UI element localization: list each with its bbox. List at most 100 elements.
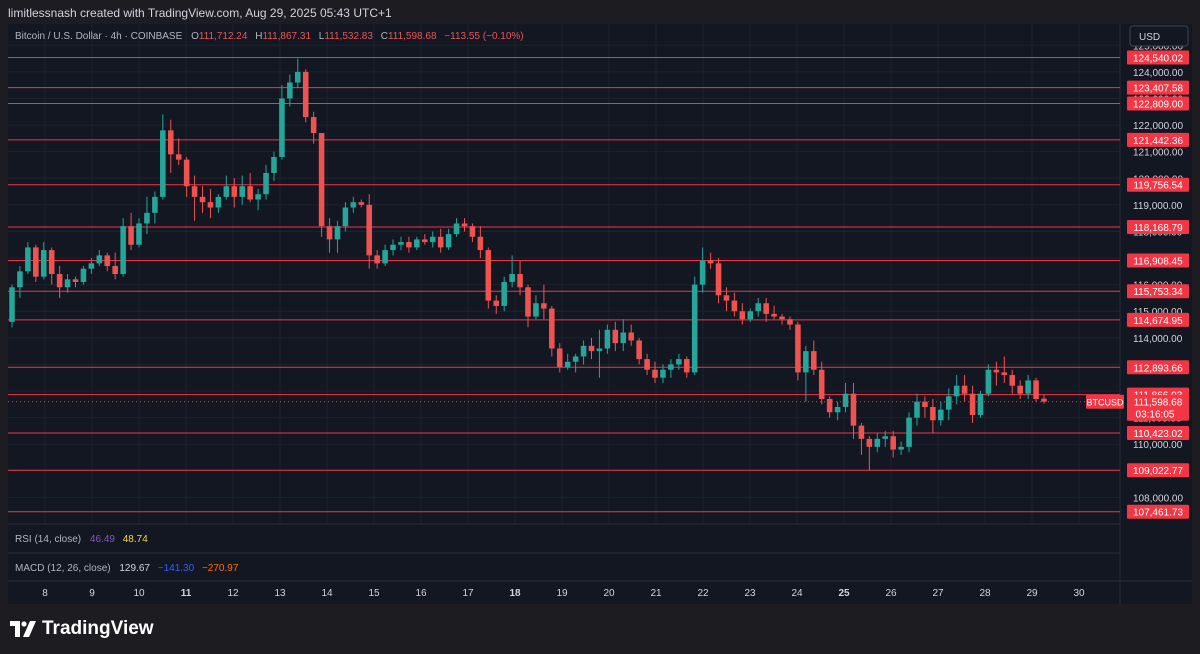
candle xyxy=(215,194,222,213)
candle-body xyxy=(9,287,15,322)
candle xyxy=(850,383,857,439)
candle xyxy=(596,329,603,378)
candle xyxy=(723,287,730,312)
candle xyxy=(88,258,95,274)
candle xyxy=(890,430,896,458)
candle xyxy=(1017,380,1023,399)
price-tick-label: 122,000.00 xyxy=(1133,121,1183,132)
candle-body xyxy=(342,207,349,227)
candle-body xyxy=(112,266,118,274)
candle xyxy=(334,220,341,253)
candle-body xyxy=(572,356,579,362)
level-label-bg xyxy=(1127,284,1189,299)
level-label-bg xyxy=(1127,253,1189,268)
candle-body xyxy=(80,268,87,282)
rsi-label: RSI (14, close) xyxy=(15,534,81,545)
rsi-legend[interactable]: RSI (14, close) 46.49 48.74 xyxy=(15,534,148,545)
level-label-bg xyxy=(1127,360,1189,375)
candle-body xyxy=(787,319,793,325)
candle-body xyxy=(183,159,190,187)
candle-body xyxy=(850,393,857,426)
candle xyxy=(953,375,960,405)
candle-body xyxy=(834,406,841,413)
candle xyxy=(271,151,277,181)
level-label-bg xyxy=(1127,132,1189,147)
candle-body xyxy=(56,274,63,288)
candle-body xyxy=(104,255,111,267)
candle xyxy=(501,276,507,312)
candle xyxy=(906,412,912,453)
price-tick-label: 110,000.00 xyxy=(1133,440,1183,451)
candle xyxy=(72,276,79,288)
candle-body xyxy=(930,406,936,421)
candle xyxy=(437,228,444,253)
candle xyxy=(612,321,619,352)
candle xyxy=(866,436,873,471)
candle-body xyxy=(993,369,1000,373)
candle xyxy=(287,74,293,107)
candle-body xyxy=(17,271,23,288)
candle-body xyxy=(953,385,960,397)
candle-body xyxy=(707,260,714,264)
rsi-ma-value: 48.74 xyxy=(123,534,148,545)
candle-body xyxy=(493,300,500,306)
candle-body xyxy=(25,247,31,272)
candle-body xyxy=(699,260,706,285)
time-tick-label: 19 xyxy=(556,588,568,599)
candle-body xyxy=(48,250,55,274)
candle xyxy=(818,361,825,405)
candle xyxy=(310,111,317,144)
level-label-bg xyxy=(1127,312,1189,327)
candle-body xyxy=(469,226,476,237)
candle-body xyxy=(40,250,47,277)
candle xyxy=(533,295,539,320)
candle xyxy=(1025,375,1031,399)
time-tick-label: 27 xyxy=(932,588,944,599)
candle xyxy=(787,316,793,330)
candle xyxy=(40,242,47,280)
time-tick-label: 29 xyxy=(1026,588,1038,599)
price-tick-label: 119,000.00 xyxy=(1133,201,1183,212)
macd-value: −141.30 xyxy=(158,563,195,574)
candle-body xyxy=(715,263,722,296)
candle-body xyxy=(525,287,531,317)
time-tick-label: 23 xyxy=(744,588,756,599)
candle xyxy=(874,433,881,453)
candle xyxy=(429,231,436,248)
macd-legend[interactable]: MACD (12, 26, close) 129.67 −141.30 −270… xyxy=(15,563,239,574)
level-label-bg xyxy=(1127,80,1189,95)
candle-body xyxy=(969,393,976,415)
time-tick-label: 14 xyxy=(321,588,333,599)
candle-body xyxy=(223,186,230,197)
candle-body xyxy=(604,329,611,349)
candle-body xyxy=(501,281,507,306)
level-label-bg xyxy=(1127,96,1189,111)
candle-body xyxy=(842,393,849,407)
currency-button[interactable]: USD xyxy=(1129,25,1189,47)
price-tick-label: 124,000.00 xyxy=(1133,68,1183,79)
time-axis[interactable]: 8 9 10 11 12 13 14 15 16 17 18 19 20 21 22 23 24 25 26 27 28… xyxy=(42,588,1085,599)
candle-body xyxy=(1009,375,1016,386)
candle-body xyxy=(64,279,71,288)
level-label: 116,908.45 xyxy=(1133,256,1183,267)
level-label-bg xyxy=(1127,463,1189,478)
candle-body xyxy=(175,154,182,160)
candle-body xyxy=(866,438,873,447)
time-tick-label: 16 xyxy=(415,588,427,599)
candle-body xyxy=(509,274,515,282)
credit-line: limitlessnash created with TradingView.c… xyxy=(8,6,392,20)
candle xyxy=(25,242,31,274)
candle-body xyxy=(858,425,865,439)
candle xyxy=(9,284,15,328)
candle-body xyxy=(152,196,158,213)
low-value: 111,532.83 xyxy=(324,31,373,42)
candle-body xyxy=(414,239,420,248)
level-label: 118,168.79 xyxy=(1133,223,1183,234)
candle-body xyxy=(287,82,293,99)
candle xyxy=(699,247,706,293)
candle-body xyxy=(906,417,912,447)
candle-body xyxy=(1041,398,1047,402)
time-tick-label: 21 xyxy=(650,588,662,599)
candle xyxy=(56,266,63,298)
